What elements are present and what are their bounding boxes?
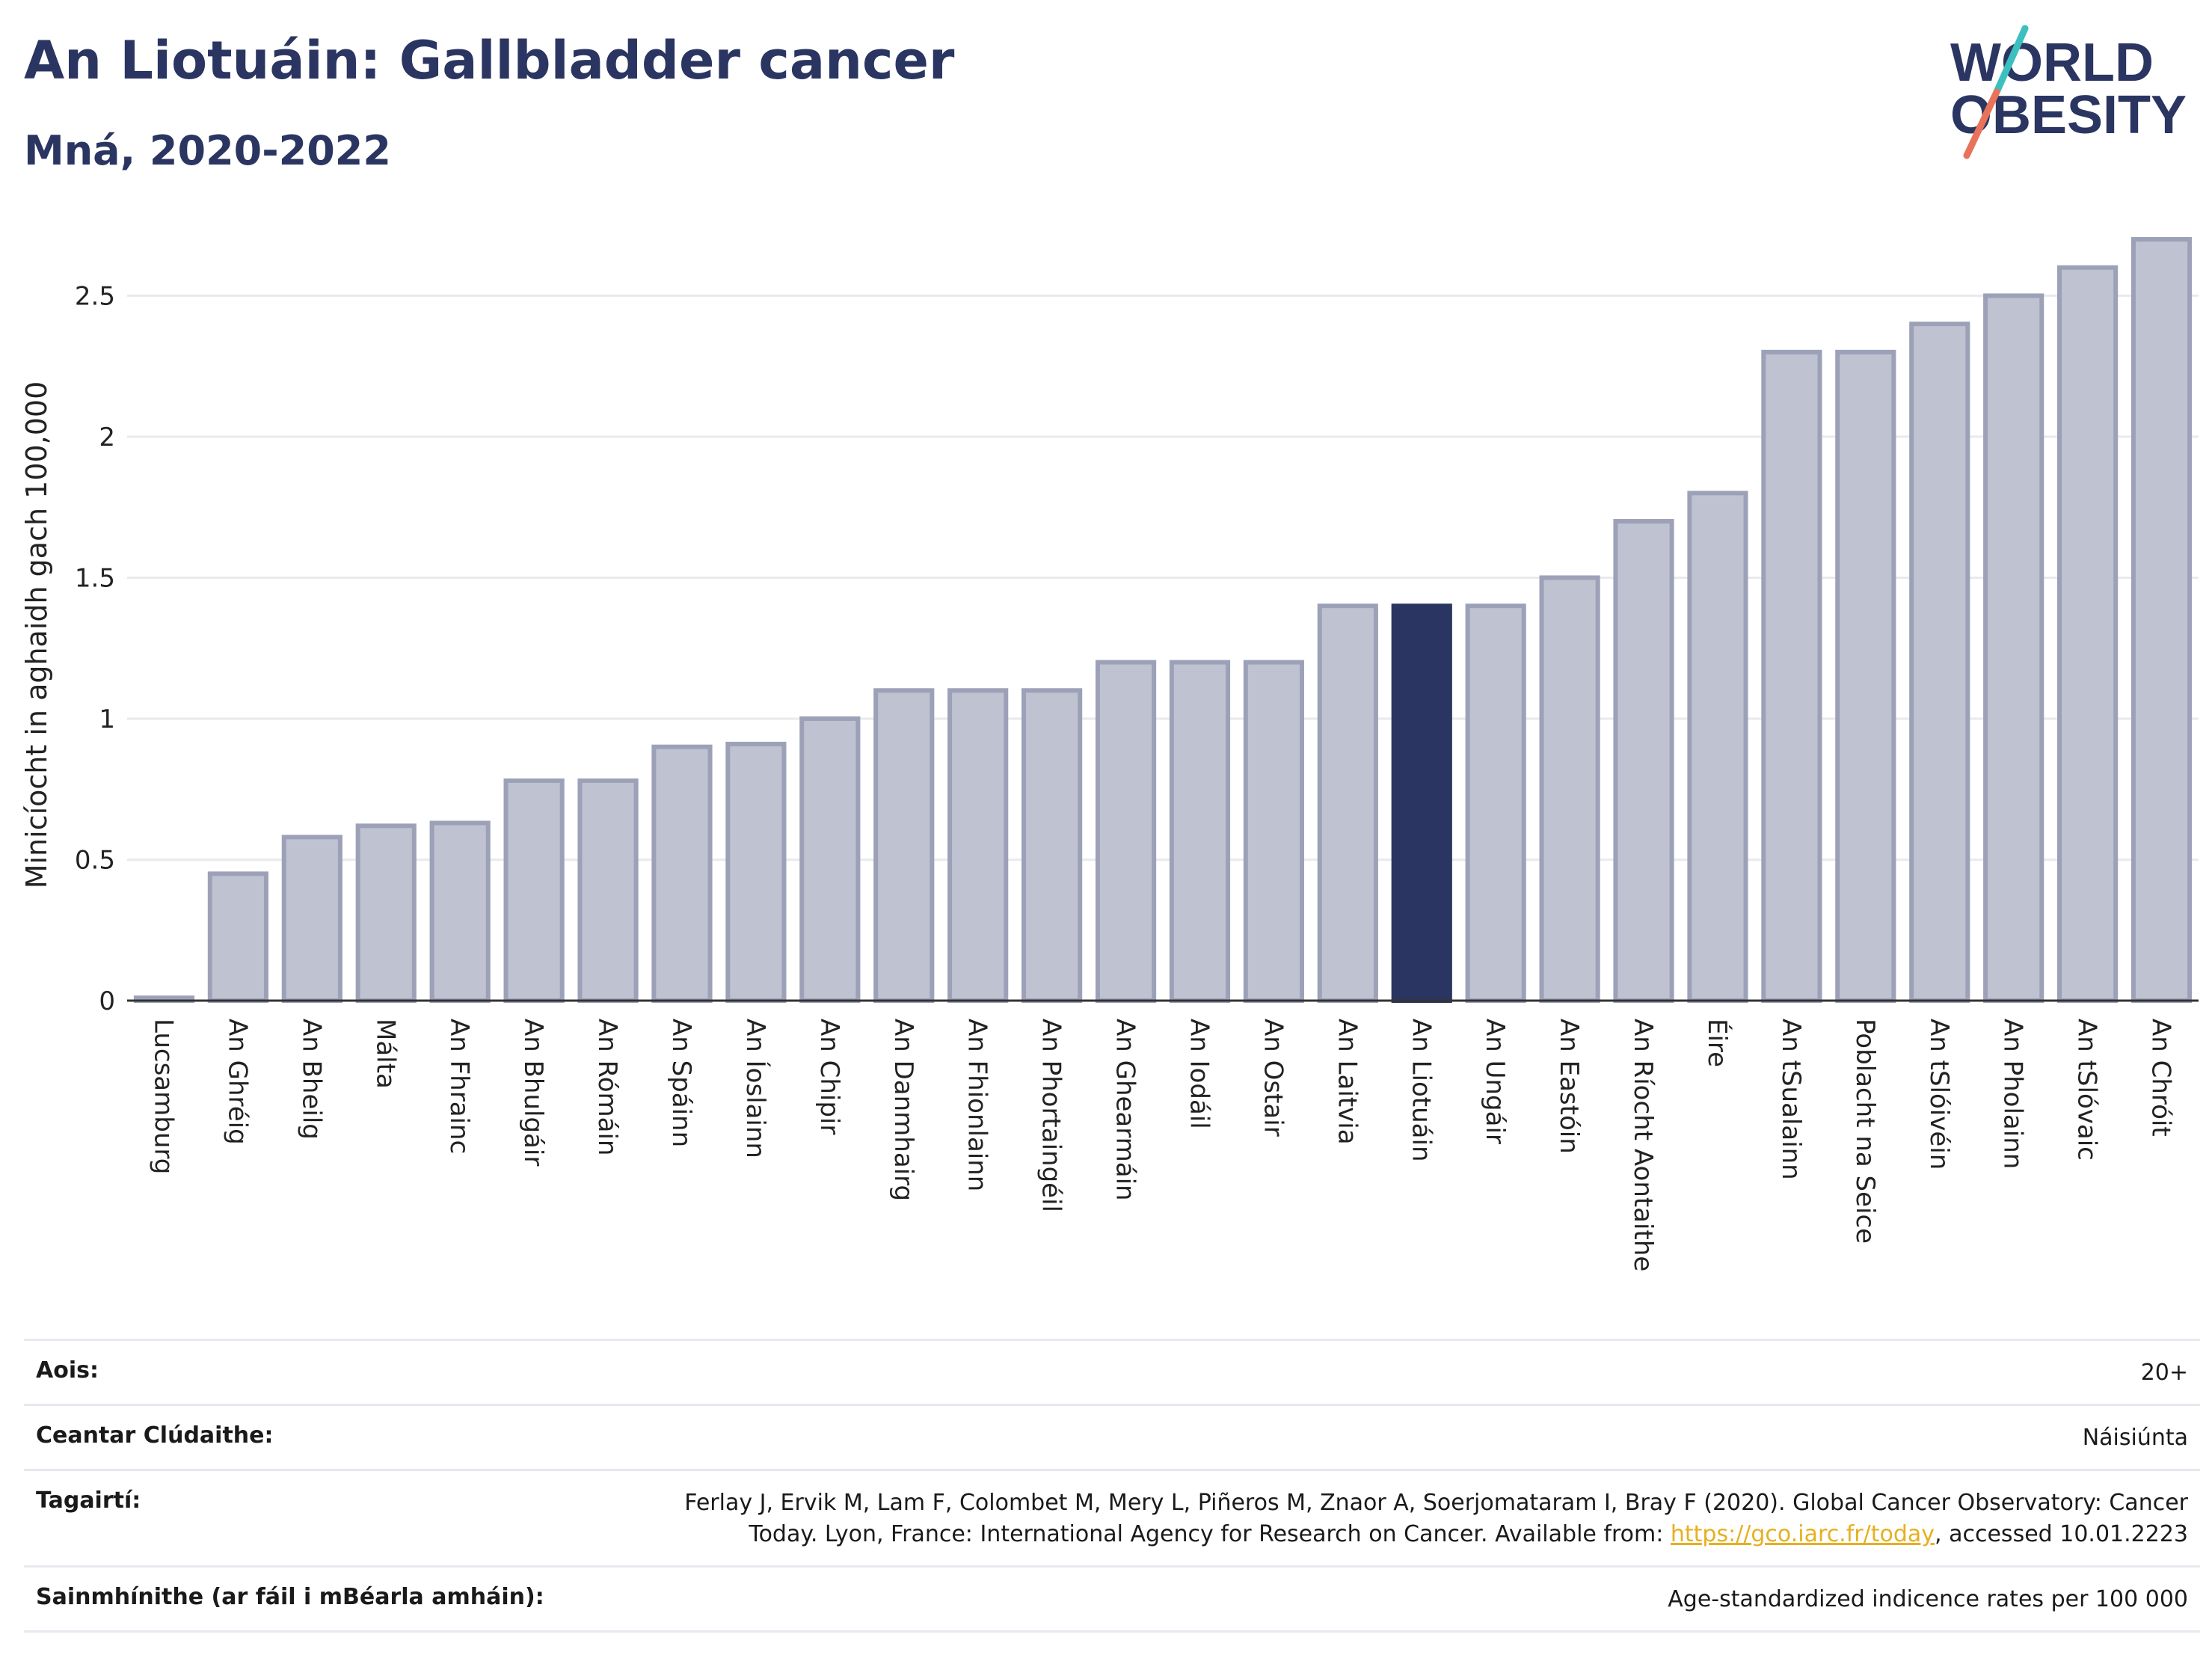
info-row-definitions: Sainmhínithe (ar fáil i mBéarla amháin):… [24, 1565, 2200, 1633]
x-tick-label: An Ghréig [222, 1019, 252, 1145]
bar-highlighted [1391, 604, 1452, 1003]
bar [207, 871, 268, 1004]
x-tick-label: Málta [370, 1019, 400, 1089]
references-label: Tagairtí: [36, 1487, 141, 1514]
x-tick-label: An Danmhairg [888, 1019, 918, 1201]
x-tick-label: An tSlóvaic [2072, 1019, 2102, 1161]
bar [1169, 660, 1231, 1003]
x-tick-label: An Iodáil [1184, 1019, 1214, 1129]
bars [133, 237, 2193, 1004]
area-label: Ceantar Clúdaithe: [36, 1422, 274, 1449]
bar [429, 820, 491, 1004]
bar [355, 823, 417, 1004]
x-tick-label: An Ungáir [1480, 1019, 1510, 1144]
y-axis-ticks: 0 0.5 1 1.5 2 2.5 [75, 281, 115, 1016]
bar [1021, 688, 1083, 1004]
bar [2057, 265, 2119, 1004]
age-label: Aois: [36, 1357, 99, 1384]
x-tick-label: Poblacht na Seice [1850, 1019, 1880, 1244]
bar [1539, 575, 1600, 1003]
x-tick-label: An Bheilg [296, 1019, 326, 1140]
y-tick-label: 0.5 [75, 845, 115, 875]
y-tick-label: 0 [99, 986, 115, 1016]
bar [1243, 660, 1304, 1003]
bar [1687, 491, 1748, 1003]
y-tick-label: 2.5 [75, 281, 115, 311]
info-row-age: Aois: 20+ [24, 1339, 2200, 1404]
references-line2-post: , accessed 10.01.2223 [1935, 1521, 2188, 1547]
x-tick-label: An Spáinn [666, 1019, 696, 1147]
y-axis-label: Minicíocht in aghaidh gach 100,000 [20, 381, 53, 889]
x-tick-label: An Chipir [814, 1019, 844, 1134]
area-value: Náisiúnta [2082, 1425, 2188, 1451]
x-tick-label: An Laitvia [1332, 1019, 1362, 1145]
bar [1761, 349, 1822, 1003]
x-tick-label: An Ostair [1258, 1019, 1288, 1137]
info-row-area: Ceantar Clúdaithe: Náisiúnta [24, 1404, 2200, 1469]
x-tick-label: An Fhionlainn [962, 1019, 992, 1191]
x-tick-label: An Ríocht Aontaithe [1628, 1019, 1658, 1271]
world-obesity-logo: WORLD OBESITY [1950, 25, 2187, 159]
bar [799, 716, 861, 1003]
definitions-value: Age-standardized indicence rates per 100… [1668, 1586, 2188, 1612]
x-tick-label: An Íoslainn [740, 1019, 771, 1158]
x-tick-label: An tSlóivéin [1924, 1019, 1954, 1170]
bar [873, 688, 935, 1004]
definitions-label: Sainmhínithe (ar fáil i mBéarla amháin): [36, 1584, 544, 1610]
x-tick-label: Éire [1702, 1019, 1733, 1067]
bar [725, 741, 787, 1003]
x-axis-ticks: Lucsamburg An Ghréig An Bheilg Málta An Fhra… [148, 1019, 2175, 1271]
bar [1613, 519, 1674, 1003]
x-tick-label: An Eastóin [1554, 1019, 1584, 1154]
references-line1: Ferlay J, Ervik M, Lam F, Colombet M, Me… [684, 1490, 2188, 1516]
bar [577, 778, 639, 1004]
x-tick-label: An Chróit [2146, 1019, 2176, 1137]
x-tick-label: An Liotuáin [1406, 1019, 1436, 1162]
x-tick-label: Lucsamburg [148, 1019, 178, 1174]
references-value: Ferlay J, Ervik M, Lam F, Colombet M, Me… [684, 1487, 2188, 1550]
bar [1095, 660, 1157, 1003]
logo-line1: WORLD [1950, 33, 2154, 93]
y-tick-label: 2 [99, 423, 115, 452]
bar [1909, 322, 1970, 1004]
bar [1317, 604, 1378, 1003]
x-tick-label: An Fhrainc [444, 1019, 474, 1154]
bar-chart: 0 0.5 1 1.5 2 2.5 Minicíocht in aghaidh gach … [20, 237, 2199, 1271]
bar [1983, 293, 2044, 1003]
x-tick-label: An tSualainn [1776, 1019, 1806, 1180]
y-tick-label: 1.5 [75, 563, 115, 593]
bar [947, 688, 1009, 1004]
info-table: Aois: 20+ Ceantar Clúdaithe: Náisiúnta T… [24, 1339, 2200, 1633]
y-tick-label: 1 [99, 704, 115, 734]
bar [2130, 237, 2193, 1003]
bar [651, 744, 713, 1004]
age-value: 20+ [2140, 1360, 2188, 1386]
info-row-references: Tagairtí: Ferlay J, Ervik M, Lam F, Colo… [24, 1469, 2200, 1565]
logo-slash-teal [1993, 25, 2029, 96]
page-title: An Liotuáin: Gallbladder cancer [24, 30, 955, 91]
references-line2-pre: Today. Lyon, France: International Agenc… [749, 1521, 1671, 1547]
bar [1465, 604, 1526, 1003]
logo-slash-red [1963, 88, 2000, 159]
logo-line2: OBESITY [1950, 85, 2187, 145]
x-tick-label: An Pholainn [1998, 1019, 2028, 1169]
page-subtitle: Mná, 2020-2022 [24, 127, 391, 174]
bar [1835, 349, 1896, 1003]
x-tick-label: An Ghearmáin [1110, 1019, 1140, 1201]
x-tick-label: An Phortaingéil [1036, 1019, 1066, 1212]
x-tick-label: An Rómáin [592, 1019, 622, 1155]
bar [281, 835, 342, 1003]
bar [503, 778, 565, 1004]
gco-link[interactable]: https://gco.iarc.fr/today [1670, 1521, 1935, 1547]
x-tick-label: An Bhulgáir [518, 1019, 548, 1166]
